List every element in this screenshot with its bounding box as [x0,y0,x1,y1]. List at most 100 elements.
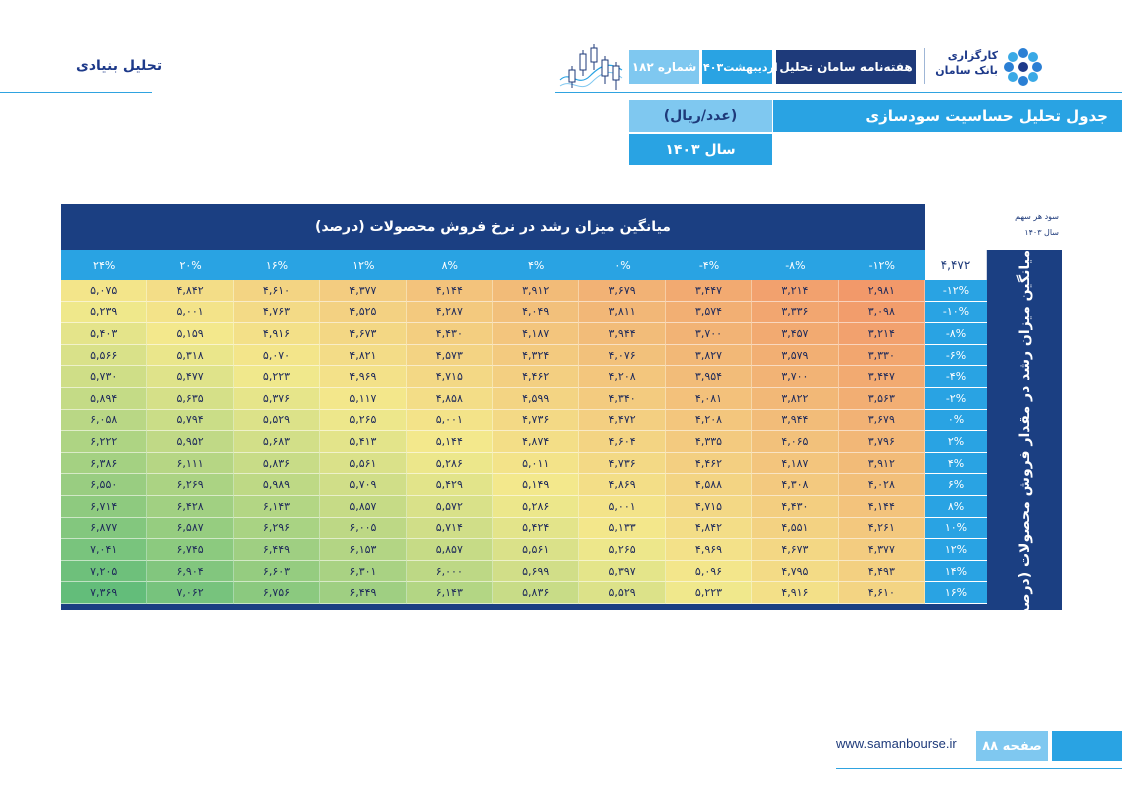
row-header: ۰% [925,409,987,432]
table-cell: ۷,۰۴۱ [61,539,148,561]
table-cell: ۶,۸۷۷ [61,517,148,540]
column-header: ۲۴% [61,250,148,280]
table-cell: ۴,۰۲۸ [838,474,925,496]
table-cell: ۴,۴۷۲ [579,409,666,432]
table-cell: ۵,۸۹۴ [61,388,148,410]
table-cell: ۵,۰۰۱ [147,301,234,324]
table-cell: ۵,۰۷۵ [61,280,148,302]
website-link[interactable]: www.samanbourse.ir [836,736,957,751]
brand-line-2: بانک سامان [935,64,998,77]
table-cell: ۵,۰۰۱ [406,409,493,432]
table-cell: ۶,۱۴۳ [406,582,493,604]
saman-logo-icon [1004,48,1042,86]
table-cell: ۵,۲۲۳ [233,366,321,388]
table-cell: ۲,۹۸۱ [838,280,925,302]
table-cell: ۵,۴۷۷ [147,366,234,388]
table-cell: ۴,۴۳۰ [406,323,493,345]
table-cell: ۴,۱۴۴ [406,280,493,302]
table-cell: ۴,۰۶۵ [752,431,839,453]
table-cell: ۴,۸۵۸ [406,388,493,410]
table-cell: ۶,۱۴۳ [233,496,321,518]
footer-block [1052,731,1122,761]
table-cell: ۵,۲۶۵ [320,409,407,432]
table-cell: ۷,۲۰۵ [61,560,148,583]
table-cell: ۵,۱۴۴ [406,431,493,453]
table-cell: ۴,۸۶۹ [579,474,666,496]
table-cell: ۵,۹۵۲ [147,431,234,453]
table-cell: ۳,۷۰۰ [665,323,753,345]
table-cell: ۵,۸۵۷ [320,496,407,518]
table-cell: ۵,۴۲۹ [406,474,493,496]
table-cell: ۶,۶۰۳ [233,560,321,583]
table-cell: ۵,۱۱۷ [320,388,407,410]
table-cell: ۴,۴۶۲ [493,366,580,388]
table-cell: ۵,۴۰۳ [61,323,148,345]
table-cell: ۵,۸۳۶ [493,582,580,604]
table-cell: ۵,۰۰۱ [579,496,666,518]
table-cell: ۴,۹۱۶ [752,582,839,604]
table-cell: ۵,۳۹۷ [579,560,666,583]
row-header: -۶% [925,344,987,367]
issue-date: اردیبهشت۱۴۰۳ [696,50,778,84]
table-cell: ۳,۷۹۶ [838,431,925,453]
table-cell: ۴,۵۵۱ [752,517,839,540]
table-cell: ۵,۰۱۱ [493,452,580,475]
table-cell: ۵,۲۸۶ [493,496,580,518]
row-header: ۸% [925,496,987,518]
table-cell: ۳,۹۱۲ [493,280,580,302]
table-cell: ۳,۳۳۶ [752,301,839,324]
row-header: ۱۲% [925,539,987,561]
row-header: ۲% [925,431,987,453]
table-cell: ۴,۸۴۲ [665,517,753,540]
row-header: ۴% [925,452,987,475]
eps-year: سال ۱۴۰۳ [1024,228,1059,237]
table-cell: ۴,۷۱۵ [665,496,753,518]
table-top-band [61,204,1062,250]
row-header: -۱۲% [925,280,987,302]
table-cell: ۶,۰۰۰ [406,560,493,583]
table-cell: ۵,۶۹۹ [493,560,580,583]
table-cell: ۴,۷۶۳ [233,301,321,324]
table-cell: ۶,۲۶۹ [147,474,234,496]
table-cell: ۵,۱۳۳ [579,517,666,540]
table-cell: ۵,۴۱۳ [320,431,407,453]
table-cell: ۴,۱۴۴ [838,496,925,518]
table-cell: ۴,۰۷۶ [579,344,666,367]
row-header: -۲% [925,388,987,410]
table-cell: ۵,۶۸۳ [233,431,321,453]
table-cell: ۶,۲۲۲ [61,431,148,453]
table-cell: ۴,۶۱۰ [233,280,321,302]
quantity-growth-band: میانگین میزان رشد در مقدار فروش محصولات … [987,250,1062,622]
table-cell: ۶,۰۰۵ [320,517,407,540]
table-cell: ۶,۳۰۱ [320,560,407,583]
table-cell: ۷,۰۶۲ [147,582,234,604]
table-cell: ۳,۶۷۹ [579,280,666,302]
footer-divider [836,768,1122,769]
column-header: -۱۲% [838,250,925,280]
table-cell: ۶,۱۱۱ [147,452,234,475]
table-cell: ۴,۳۴۰ [579,388,666,410]
table-cell: ۳,۴۵۷ [752,323,839,345]
table-cell: ۴,۵۹۹ [493,388,580,410]
table-cell: ۴,۶۷۳ [752,539,839,561]
table-cell: ۵,۲۸۶ [406,452,493,475]
table-cell: ۴,۴۶۲ [665,452,753,475]
table-cell: ۳,۴۴۷ [665,280,753,302]
table-cell: ۵,۲۳۹ [61,301,148,324]
table-cell: ۴,۳۷۷ [320,280,407,302]
table-cell: ۴,۲۰۸ [665,409,753,432]
table-cell: ۵,۵۷۲ [406,496,493,518]
table-cell: ۵,۳۷۶ [233,388,321,410]
table-cell: ۵,۳۱۸ [147,344,234,367]
table-cell: ۴,۷۱۵ [406,366,493,388]
table-cell: ۳,۷۰۰ [752,366,839,388]
table-cell: ۴,۲۶۱ [838,517,925,540]
table-cell: ۴,۰۴۹ [493,301,580,324]
table-cell: ۴,۳۰۸ [752,474,839,496]
table-cell: ۵,۰۷۰ [233,344,321,367]
table-cell: ۴,۲۸۷ [406,301,493,324]
table-cell: ۵,۷۳۰ [61,366,148,388]
table-cell: ۴,۵۸۸ [665,474,753,496]
table-cell: ۴,۶۷۳ [320,323,407,345]
page-number: صفحه ۸۸ [976,731,1048,761]
